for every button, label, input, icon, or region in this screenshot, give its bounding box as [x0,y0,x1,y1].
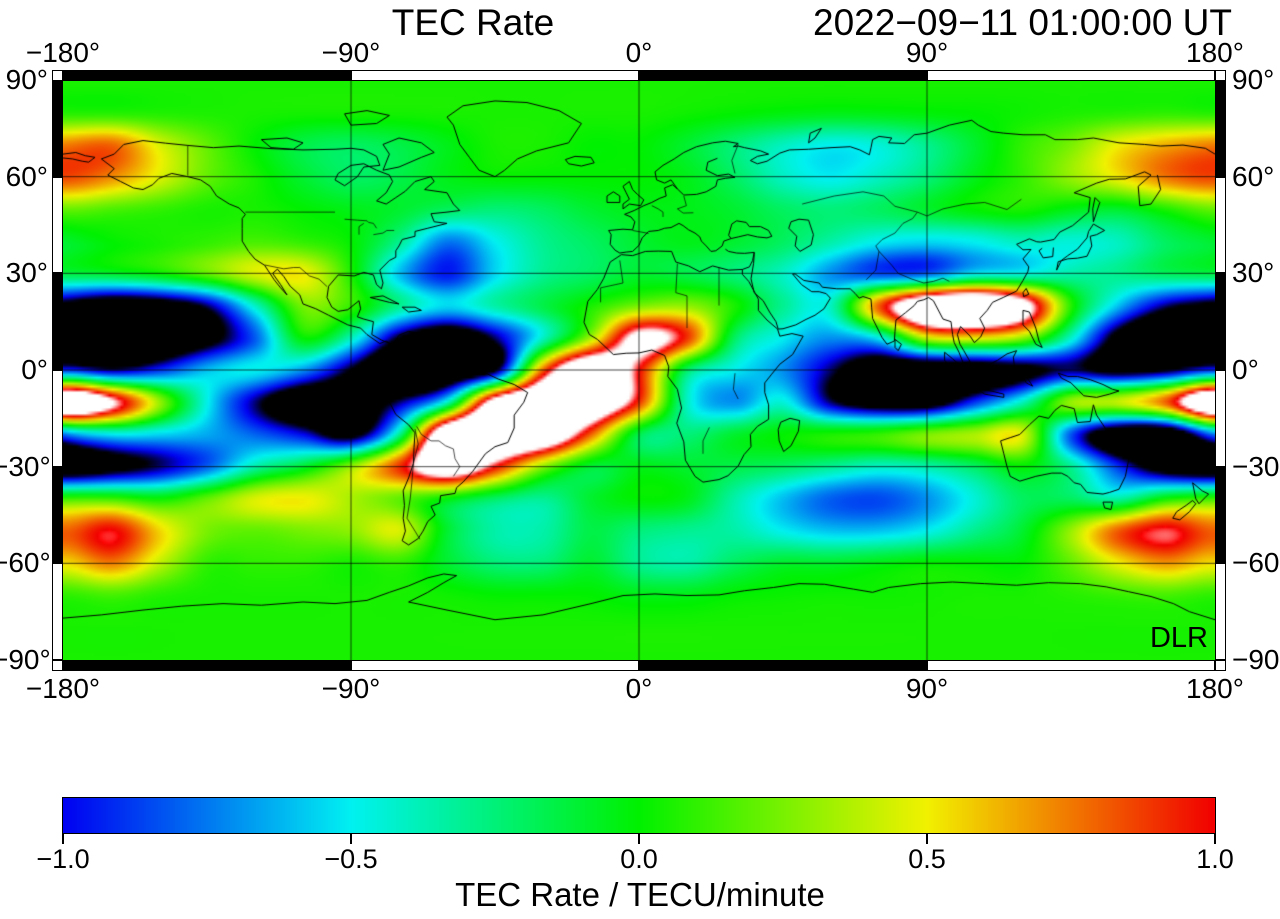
timestamp-label: 2022−09−11 01:00:00 UT [813,2,1232,43]
colorbar-tick-label: −1.0 [36,844,90,874]
lat-tick-label-right: −90° [1232,644,1280,675]
frame-segment-right [1215,563,1226,660]
frame-segment-left [52,273,63,370]
colorbar-title: TEC Rate / TECU/minute [455,876,825,913]
frame-corner-square [1215,70,1226,81]
page-title: TEC Rate [391,2,555,43]
frame-corner-square [52,70,63,81]
lon-tick-label-top: 0° [625,37,653,68]
lat-tick-label-left: 60° [5,160,48,192]
frame-segment-bottom [63,660,351,671]
frame-segment-bottom [927,660,1215,671]
lat-tick-label-left: 0° [21,354,48,385]
frame-segment-left [52,80,63,177]
plot-outline [62,79,1216,661]
colorbar-tick [350,834,352,844]
tec-map-canvas [63,80,1215,660]
colorbar-tick-label: 0.5 [908,844,946,874]
frame-segment-left [52,466,63,564]
frame-corner-square [1215,660,1226,671]
frame-segment-right [1215,80,1226,177]
lon-tick-label-top: −90° [321,37,381,68]
lat-tick-label-left: −30° [0,450,51,482]
lon-tick-label-bottom: 180° [1186,673,1244,704]
colorbar-tick [1214,834,1216,844]
lon-tick-label-top: 90° [905,37,949,68]
lat-tick-label-right: 30° [1232,257,1275,289]
lat-tick-label-left: 90° [5,64,48,95]
colorbar-tick-label: −0.5 [324,844,378,874]
frame-segment-right [1215,273,1226,370]
lon-tick-label-bottom: 90° [905,673,949,704]
frame-segment-top [927,70,1215,81]
lat-tick-label-right: −30° [1232,450,1280,482]
lon-tick-label-bottom: 0° [625,673,653,704]
frame-segment-left [52,370,63,467]
frame-segment-left [52,563,63,660]
frame-segment-bottom [639,660,927,671]
colorbar-tick-label: 1.0 [1196,844,1234,874]
colorbar-tick [62,834,64,844]
frame-segment-bottom [351,660,639,671]
lon-tick-label-bottom: −90° [321,673,381,704]
dlr-credit-label: DLR [1149,622,1208,654]
lat-tick-label-right: 90° [1232,64,1275,95]
lon-tick-label-bottom: −180° [25,673,101,704]
frame-corner-square [52,660,63,671]
colorbar-gradient-canvas [63,798,1215,833]
frame-segment-top [639,70,927,81]
colorbar-tick [926,834,928,844]
lat-tick-label-left: −90° [0,644,51,675]
lon-tick-label-top: 180° [1186,37,1244,68]
frame-segment-top [63,70,351,81]
frame-segment-left [52,176,63,274]
lat-tick-label-left: −60° [0,547,51,579]
lon-tick-label-top: −180° [25,37,101,68]
frame-segment-right [1215,370,1226,467]
lat-tick-label-right: 0° [1232,354,1259,385]
colorbar-tick [638,834,640,844]
frame-segment-right [1215,176,1226,274]
colorbar-tick-label: 0.0 [620,844,658,874]
frame-segment-right [1215,466,1226,564]
colorbar-frame [62,797,1216,834]
lat-tick-label-right: 60° [1232,160,1275,192]
lat-tick-label-right: −60° [1232,547,1280,579]
lat-tick-label-left: 30° [5,257,48,289]
frame-segment-top [351,70,639,81]
